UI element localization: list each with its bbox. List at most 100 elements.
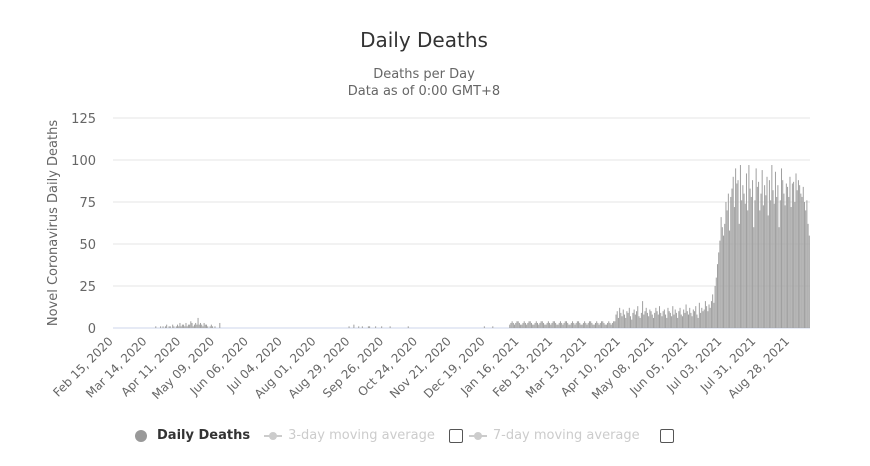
bar[interactable] — [564, 321, 566, 328]
bar[interactable] — [668, 311, 670, 328]
bar[interactable] — [619, 307, 621, 328]
bar[interactable] — [532, 324, 534, 328]
bar[interactable] — [514, 324, 516, 328]
bar[interactable] — [673, 314, 675, 328]
bar[interactable] — [788, 196, 790, 328]
bar[interactable] — [791, 183, 793, 328]
bar[interactable] — [207, 326, 209, 328]
bar[interactable] — [586, 324, 588, 328]
bar[interactable] — [568, 324, 570, 328]
bar[interactable] — [530, 322, 532, 328]
bar[interactable] — [623, 314, 625, 328]
bar[interactable] — [684, 312, 686, 328]
bar[interactable] — [741, 200, 743, 328]
bar[interactable] — [723, 235, 725, 328]
bar[interactable] — [760, 193, 762, 328]
bar[interactable] — [553, 321, 555, 328]
bar[interactable] — [524, 322, 526, 328]
bar[interactable] — [694, 311, 696, 328]
bar[interactable] — [795, 173, 797, 328]
bar[interactable] — [603, 322, 605, 328]
bar[interactable] — [794, 202, 796, 328]
bar[interactable] — [212, 326, 214, 328]
bar[interactable] — [407, 326, 409, 328]
bar[interactable] — [657, 314, 659, 328]
bar[interactable] — [353, 324, 355, 328]
bar[interactable] — [681, 316, 683, 328]
bar[interactable] — [656, 311, 658, 328]
bar[interactable] — [539, 322, 541, 328]
bar[interactable] — [565, 321, 567, 328]
bar[interactable] — [536, 322, 539, 328]
bar[interactable] — [209, 326, 211, 328]
bar[interactable] — [655, 307, 657, 328]
bar[interactable] — [752, 180, 754, 328]
bar[interactable] — [643, 314, 645, 328]
bar[interactable] — [689, 307, 691, 328]
bar[interactable] — [778, 227, 780, 328]
bar[interactable] — [796, 190, 798, 328]
bar[interactable] — [633, 309, 635, 328]
bar[interactable] — [598, 324, 600, 328]
bar[interactable] — [613, 321, 615, 328]
bar[interactable] — [768, 180, 770, 328]
bar[interactable] — [550, 324, 552, 328]
bar[interactable] — [686, 311, 688, 328]
bar[interactable] — [672, 306, 674, 328]
bar[interactable] — [671, 316, 673, 328]
bar[interactable] — [806, 200, 808, 328]
bar[interactable] — [540, 321, 542, 328]
bar[interactable] — [547, 321, 549, 328]
bar[interactable] — [203, 322, 205, 328]
bar[interactable] — [567, 322, 569, 328]
bar[interactable] — [187, 324, 189, 328]
bar[interactable] — [687, 314, 690, 328]
bar[interactable] — [601, 321, 603, 328]
bar[interactable] — [652, 317, 654, 328]
bar[interactable] — [204, 324, 206, 328]
bar[interactable] — [735, 168, 737, 328]
bar[interactable] — [592, 324, 594, 328]
bar[interactable] — [183, 324, 185, 328]
bar[interactable] — [695, 306, 697, 328]
bar[interactable] — [155, 326, 157, 328]
bar[interactable] — [801, 196, 803, 328]
bar[interactable] — [737, 180, 739, 328]
bar[interactable] — [718, 252, 720, 328]
bar[interactable] — [781, 168, 783, 328]
bar[interactable] — [196, 324, 198, 328]
bar[interactable] — [707, 311, 709, 328]
bar[interactable] — [186, 326, 188, 328]
bar[interactable] — [659, 306, 661, 328]
bar[interactable] — [766, 176, 768, 328]
bar[interactable] — [609, 322, 611, 328]
bar[interactable] — [706, 306, 708, 328]
bar[interactable] — [690, 312, 692, 328]
bar[interactable] — [201, 324, 203, 328]
bar[interactable] — [573, 322, 575, 328]
bar[interactable] — [515, 322, 517, 328]
bar[interactable] — [605, 324, 607, 328]
bar[interactable] — [758, 181, 760, 328]
bar[interactable] — [726, 210, 728, 328]
bar[interactable] — [198, 324, 200, 328]
bar[interactable] — [580, 324, 582, 328]
bar[interactable] — [678, 311, 680, 328]
bar[interactable] — [747, 210, 749, 328]
legend-3day-average[interactable]: 3-day moving average — [264, 428, 435, 443]
bar[interactable] — [190, 321, 192, 328]
bar[interactable] — [732, 176, 734, 328]
bar[interactable] — [516, 321, 518, 328]
bar[interactable] — [526, 324, 528, 328]
bar[interactable] — [614, 321, 616, 328]
bar[interactable] — [545, 324, 547, 328]
bar[interactable] — [199, 322, 201, 328]
bar[interactable] — [714, 286, 716, 328]
bar[interactable] — [782, 180, 784, 328]
bar[interactable] — [557, 324, 559, 328]
bar[interactable] — [628, 307, 630, 328]
bar[interactable] — [650, 311, 652, 328]
bar[interactable] — [637, 306, 639, 328]
bar[interactable] — [551, 322, 553, 328]
bar[interactable] — [771, 165, 773, 328]
